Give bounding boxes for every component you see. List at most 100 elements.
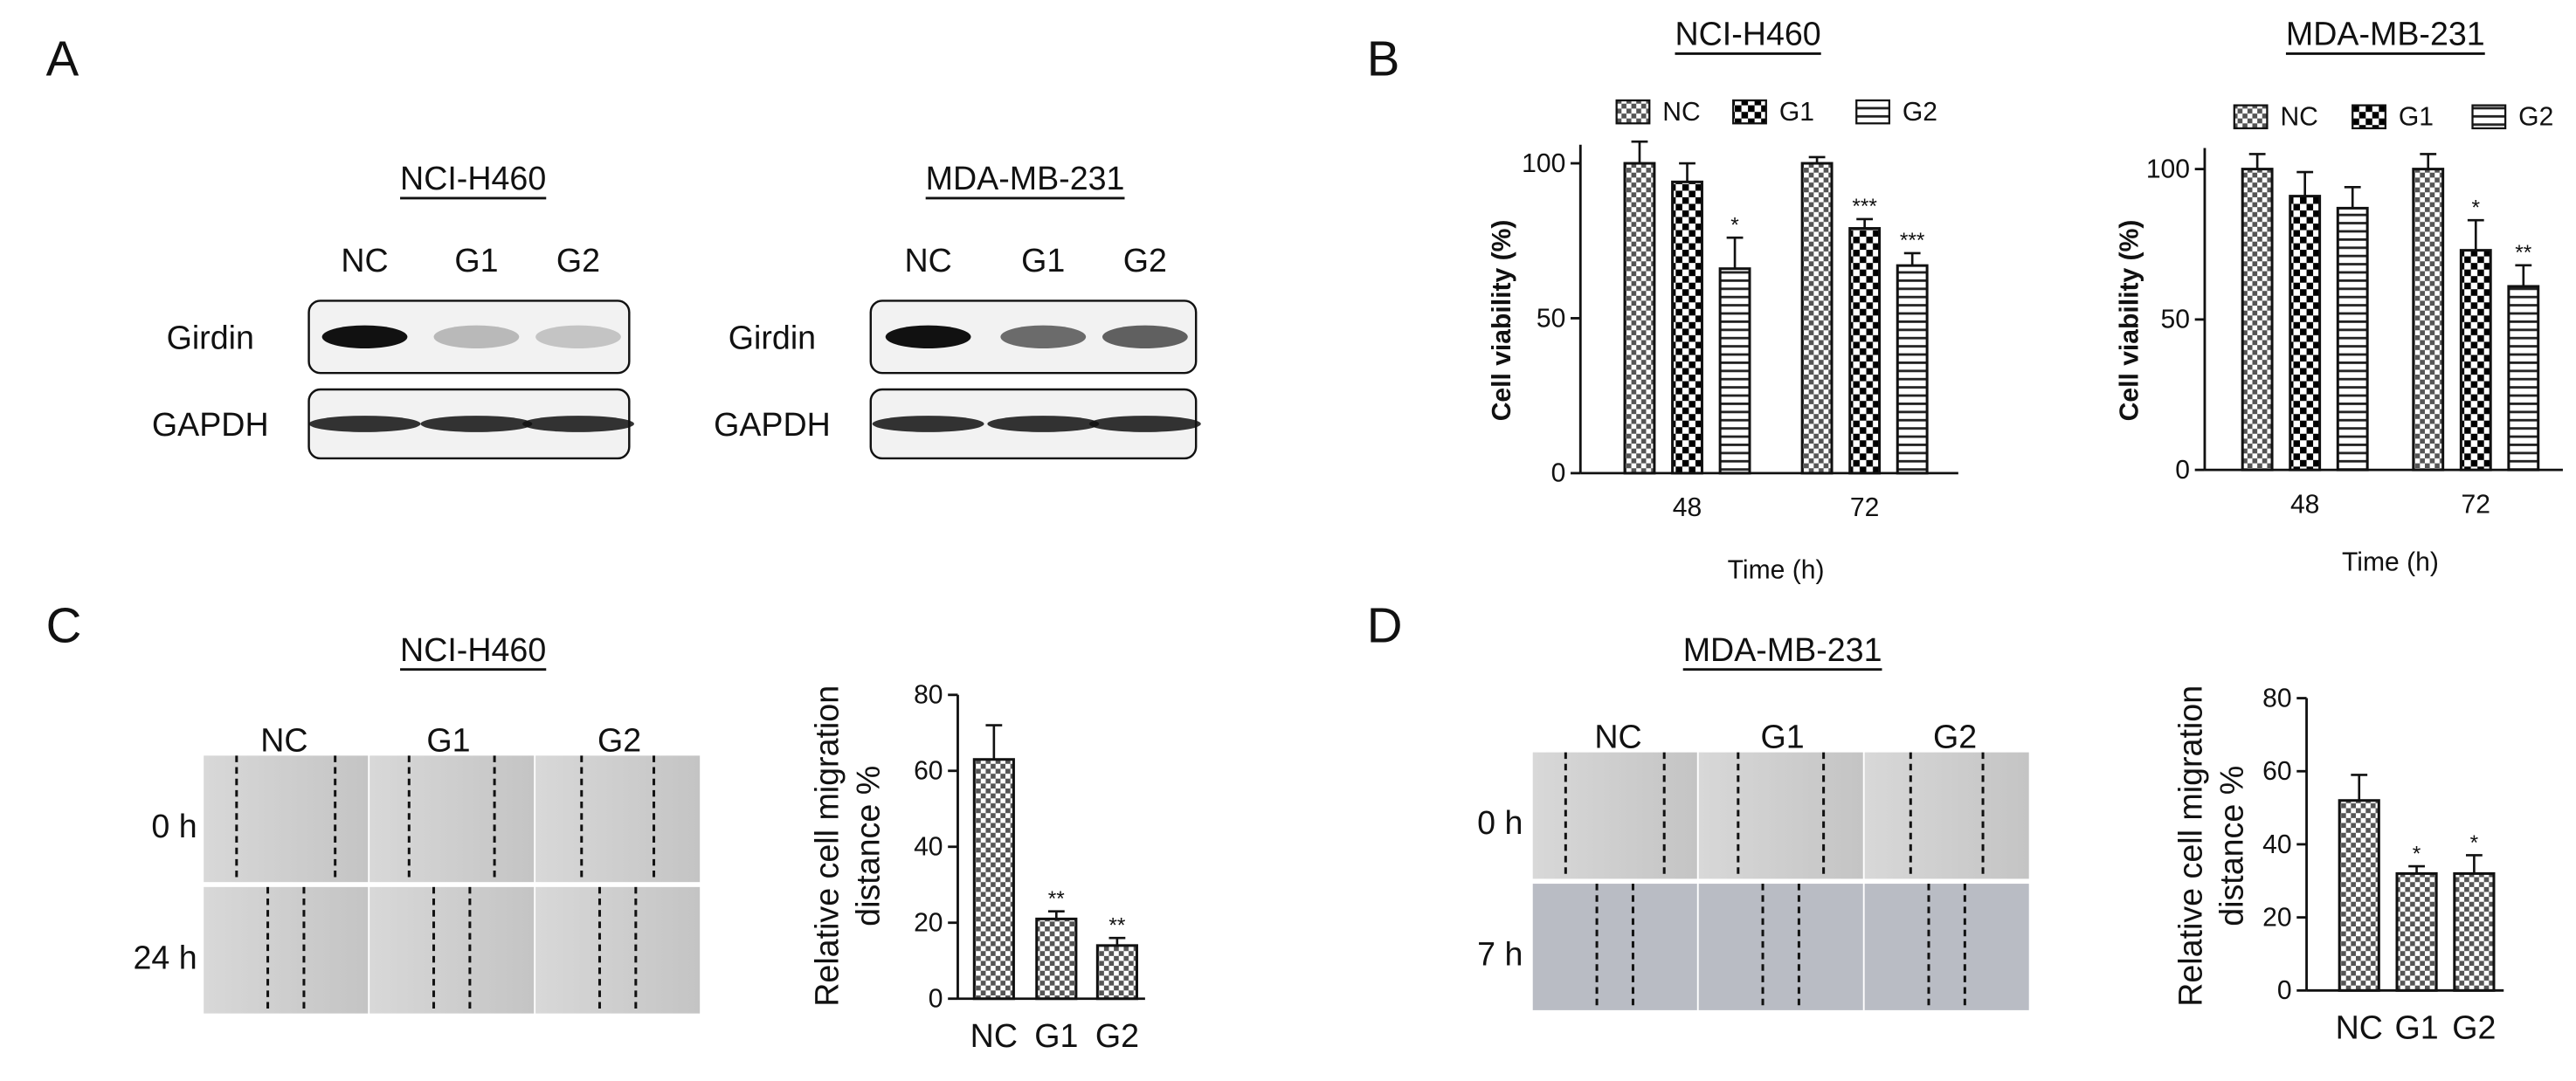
bar xyxy=(2241,168,2274,472)
bar xyxy=(1718,267,1751,475)
row-label: Girdin xyxy=(167,319,254,355)
significance: * xyxy=(2413,842,2421,865)
blot-band xyxy=(1102,325,1188,348)
x-tick-label: G1 xyxy=(1034,1017,1078,1054)
y-tick-label: 40 xyxy=(2262,830,2291,859)
y-tick-label: 100 xyxy=(1522,149,1565,178)
legend-swatch xyxy=(2352,104,2386,130)
column-label: G2 xyxy=(1933,719,1977,755)
error-bar xyxy=(2465,854,2483,874)
legend-swatch xyxy=(1855,99,1890,125)
micrograph-title: NCI-H460 xyxy=(400,631,546,668)
micrograph xyxy=(1864,752,2029,879)
x-tick-label: 72 xyxy=(2462,490,2490,519)
x-tick-label: G2 xyxy=(2452,1009,2496,1045)
error-bar xyxy=(2248,153,2266,169)
bar xyxy=(2412,168,2445,472)
error-bar xyxy=(2515,264,2532,286)
column-label: G2 xyxy=(597,721,641,758)
micrograph xyxy=(1532,884,1697,1010)
significance: * xyxy=(1730,213,1739,237)
blot-band xyxy=(1088,416,1201,432)
y-tick-label: 40 xyxy=(914,833,943,862)
panel-label: D xyxy=(1367,597,1403,652)
significance: ** xyxy=(1108,913,1126,937)
error-bar xyxy=(2420,153,2437,169)
y-axis-label: Cell viability (%) xyxy=(1488,220,1516,422)
y-tick-label: 100 xyxy=(2146,155,2190,183)
y-tick-label: 50 xyxy=(1537,304,1565,333)
bar xyxy=(1800,162,1834,475)
x-tick-label: NC xyxy=(2336,1009,2383,1045)
legend-swatch xyxy=(2233,104,2269,130)
bar xyxy=(972,758,1015,1001)
column-label: G1 xyxy=(1761,719,1805,755)
bar xyxy=(1035,917,1078,1001)
error-bar xyxy=(2467,218,2484,251)
y-tick-label: 80 xyxy=(2262,684,2291,713)
y-tick-label: 20 xyxy=(2262,903,2291,932)
y-axis-label: Relative cell migration xyxy=(809,685,846,1007)
blot-band xyxy=(885,325,971,348)
legend-swatch xyxy=(1615,99,1651,125)
blot-band xyxy=(433,325,520,348)
bar xyxy=(1671,180,1703,475)
bar xyxy=(1095,944,1138,1001)
significance: ** xyxy=(2515,241,2532,265)
y-tick-label: 0 xyxy=(1551,459,1566,488)
y-axis-label: distance % xyxy=(2213,766,2250,926)
y-tick-label: 80 xyxy=(914,681,943,710)
micrograph xyxy=(204,755,369,883)
micrograph xyxy=(535,755,701,883)
panel-label: B xyxy=(1367,31,1400,86)
x-tick-label: G2 xyxy=(1095,1017,1139,1054)
micrograph xyxy=(1698,752,1863,879)
error-bar xyxy=(2351,774,2368,801)
y-axis-label: distance % xyxy=(850,766,887,926)
row-label: GAPDH xyxy=(152,406,269,443)
error-bar xyxy=(1108,936,1126,946)
significance: ** xyxy=(1048,887,1066,911)
blot-band xyxy=(535,325,621,348)
micrograph xyxy=(369,755,535,883)
blot-band xyxy=(872,416,984,432)
legend-swatch xyxy=(1732,99,1767,125)
panel-label: A xyxy=(46,31,79,86)
legend-label: NC xyxy=(1662,98,1700,127)
error-bar xyxy=(2296,170,2314,196)
lane-label: G1 xyxy=(1021,242,1065,279)
bar xyxy=(2395,871,2438,992)
blot-band xyxy=(308,416,421,432)
legend-swatch xyxy=(2471,104,2507,130)
bar xyxy=(2338,799,2380,992)
bar xyxy=(2289,195,2322,472)
blot-band xyxy=(522,416,634,432)
row-label: 0 h xyxy=(151,808,197,844)
y-axis-label: Relative cell migration xyxy=(2172,685,2209,1007)
significance: *** xyxy=(1900,229,1925,252)
x-tick-label: 72 xyxy=(1850,493,1879,522)
micrograph xyxy=(1864,884,2029,1010)
micrograph-title: MDA-MB-231 xyxy=(1683,631,1882,668)
bar xyxy=(2459,249,2492,472)
error-bar xyxy=(1047,910,1065,919)
error-bar xyxy=(1631,140,1648,164)
y-tick-label: 50 xyxy=(2161,306,2190,334)
bar xyxy=(2507,285,2540,472)
x-tick-label: NC xyxy=(970,1017,1018,1054)
x-axis-label: Time (h) xyxy=(2342,547,2439,576)
y-tick-label: 0 xyxy=(929,985,943,1014)
bar xyxy=(1623,162,1656,475)
blot-band xyxy=(420,416,533,432)
chart-title: MDA-MB-231 xyxy=(2286,16,2485,52)
row-label: 7 h xyxy=(1477,936,1523,973)
y-tick-label: 60 xyxy=(914,757,943,786)
column-label: G1 xyxy=(426,721,470,758)
x-tick-label: 48 xyxy=(2290,490,2319,519)
bar xyxy=(2336,206,2369,472)
blot-band xyxy=(987,416,1100,432)
legend-label: G1 xyxy=(1779,98,1814,127)
y-tick-label: 0 xyxy=(2175,456,2190,485)
blot-band xyxy=(321,325,408,348)
